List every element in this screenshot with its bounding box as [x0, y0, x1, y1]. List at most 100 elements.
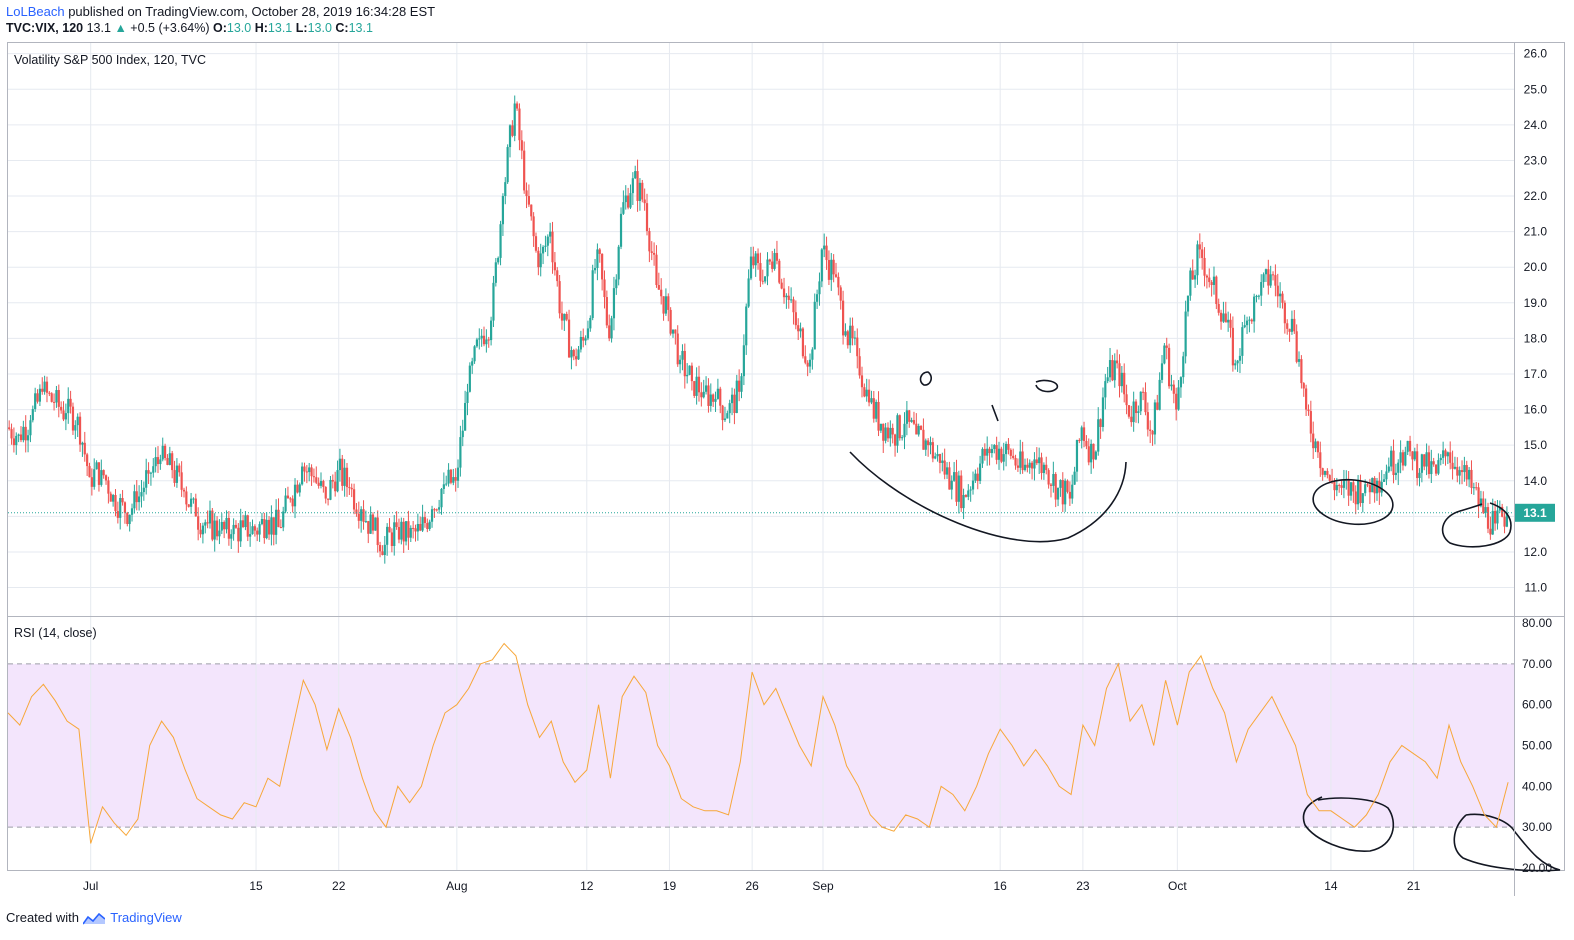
candle-body: [1463, 465, 1466, 473]
candle-body: [1293, 318, 1296, 332]
candle-body: [265, 519, 268, 539]
candle-body: [860, 375, 864, 388]
price-tick-label: 21.0: [1524, 225, 1548, 239]
candle-body: [284, 495, 287, 512]
candle-body: [17, 434, 20, 436]
author-link[interactable]: LoLBeach: [6, 4, 65, 19]
candle-body: [1425, 452, 1428, 467]
low-value: 13.0: [307, 21, 332, 35]
candle-body: [695, 376, 698, 396]
candle-body: [1191, 270, 1194, 280]
candle-body: [253, 526, 256, 531]
candle-body: [381, 551, 384, 556]
candle-body: [414, 528, 417, 532]
candle-body: [971, 480, 975, 490]
tradingview-link[interactable]: TradingView: [110, 910, 182, 925]
candle-body: [473, 346, 476, 362]
candle-body: [395, 522, 398, 528]
candle-body: [50, 393, 53, 402]
candle-body: [1406, 440, 1409, 452]
footer: Created with TradingView: [6, 910, 182, 925]
candle-body: [1243, 325, 1246, 328]
candle-body: [1257, 295, 1260, 297]
price-grid: [8, 43, 1514, 870]
candle-body: [1104, 381, 1107, 398]
price-pane-title: Volatility S&P 500 Index, 120, TVC: [14, 53, 206, 67]
candle-body: [518, 108, 521, 141]
candle-body: [24, 426, 27, 441]
candle-body: [1413, 451, 1416, 460]
candle-body: [258, 524, 261, 535]
rsi-grid: [8, 663, 1514, 828]
candle-body: [67, 398, 70, 414]
candle-body: [239, 520, 242, 542]
current-price-tag: 13.1: [1515, 503, 1555, 522]
candle-body: [1014, 457, 1017, 466]
candle-body: [908, 410, 911, 422]
candle-body: [515, 103, 519, 109]
candle-body: [428, 521, 431, 530]
candle-body: [709, 394, 712, 406]
candle-body: [1092, 443, 1095, 460]
candle-body: [350, 487, 353, 490]
candle-body: [863, 387, 866, 397]
candle-body: [778, 260, 781, 283]
candle-body: [409, 527, 412, 538]
time-tick-label: 22: [332, 879, 346, 893]
candle-body: [1132, 401, 1135, 423]
candle-body: [922, 429, 925, 450]
candle-body: [388, 526, 391, 533]
candle-body: [572, 350, 575, 357]
candle-body: [1335, 485, 1338, 491]
candle-body: [1009, 449, 1012, 456]
candle-body: [541, 246, 545, 254]
candle-body: [586, 328, 590, 339]
candle-body: [140, 492, 143, 497]
candle-body: [270, 517, 273, 535]
candle-body: [995, 445, 998, 460]
candle-body: [308, 467, 311, 473]
candle-body: [598, 249, 601, 254]
candle-body: [1186, 295, 1190, 312]
candle-body: [256, 530, 259, 535]
candle-body: [667, 296, 670, 310]
candle-body: [1179, 377, 1183, 388]
candle-body: [1326, 470, 1329, 476]
annotation-nose: [991, 404, 999, 422]
candle-body: [723, 418, 727, 421]
candle-body: [1175, 393, 1178, 410]
candle-body: [1486, 507, 1490, 529]
candle-body: [976, 473, 979, 481]
candle-body: [145, 470, 148, 488]
candle-body: [478, 338, 481, 340]
candle-body: [109, 493, 112, 502]
candle-body: [142, 487, 145, 493]
candle-body: [1068, 491, 1071, 499]
candle-body: [1366, 484, 1369, 486]
price-tick-label: 19.0: [1524, 296, 1548, 310]
candle-body: [631, 178, 634, 194]
candle-body: [208, 510, 212, 524]
candle-body: [1323, 470, 1327, 475]
candle-body: [126, 512, 129, 525]
candle-body: [506, 147, 509, 183]
candle-body: [173, 470, 176, 483]
candle-body: [643, 199, 646, 204]
candle-body: [523, 150, 526, 191]
candle-body: [799, 328, 802, 332]
candle-body: [645, 203, 649, 232]
candle-body: [286, 495, 290, 499]
candle-body: [1434, 464, 1438, 474]
candle-body: [1394, 472, 1397, 476]
candle-body: [1054, 474, 1057, 500]
time-tick-label: Jul: [83, 879, 98, 893]
candle-body: [941, 460, 944, 463]
candle-body: [1238, 355, 1242, 361]
candle-body: [1042, 464, 1045, 474]
candle-body: [1496, 510, 1499, 524]
candle-body: [579, 336, 582, 350]
candle-body: [1442, 450, 1445, 458]
candle-body: [246, 515, 249, 537]
candle-body: [638, 182, 642, 201]
